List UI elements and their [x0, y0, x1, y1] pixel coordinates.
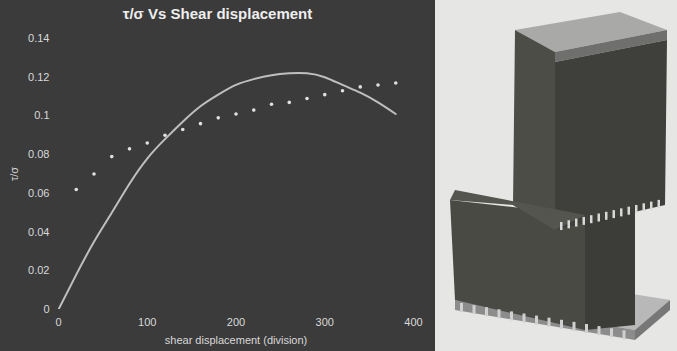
svg-text:0: 0: [43, 303, 49, 315]
html-text:τ/σ Vs Shear displacement: τ/σ Vs Shear displacement: [122, 5, 313, 22]
svg-text:shear displacement (division): shear displacement (division): [165, 334, 307, 346]
svg-text:300: 300: [316, 316, 334, 328]
svg-text:0.12: 0.12: [28, 71, 49, 83]
svg-text:0.06: 0.06: [28, 187, 49, 199]
svg-text:0.02: 0.02: [28, 264, 49, 276]
svg-text:0.08: 0.08: [28, 148, 49, 160]
svg-text:0: 0: [55, 316, 61, 328]
svg-text:400: 400: [404, 316, 422, 328]
svg-text:0.04: 0.04: [28, 226, 49, 238]
svg-text:0.14: 0.14: [28, 32, 49, 44]
svg-text:200: 200: [227, 316, 245, 328]
svg-text:100: 100: [138, 316, 156, 328]
svg-text:0.1: 0.1: [34, 109, 49, 121]
svg-text:τ/σ: τ/σ: [8, 167, 20, 181]
